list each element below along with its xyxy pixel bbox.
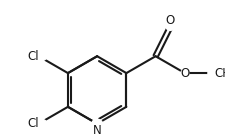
Ellipse shape: [30, 119, 47, 129]
Ellipse shape: [91, 119, 102, 128]
Text: N: N: [92, 124, 101, 137]
Text: O: O: [165, 14, 174, 27]
Ellipse shape: [165, 24, 173, 30]
Text: O: O: [179, 67, 189, 80]
Text: Cl: Cl: [27, 117, 38, 130]
Ellipse shape: [180, 70, 188, 76]
Ellipse shape: [30, 51, 47, 61]
Text: Cl: Cl: [27, 50, 38, 63]
Text: CH₃: CH₃: [213, 67, 225, 80]
Ellipse shape: [207, 67, 225, 79]
